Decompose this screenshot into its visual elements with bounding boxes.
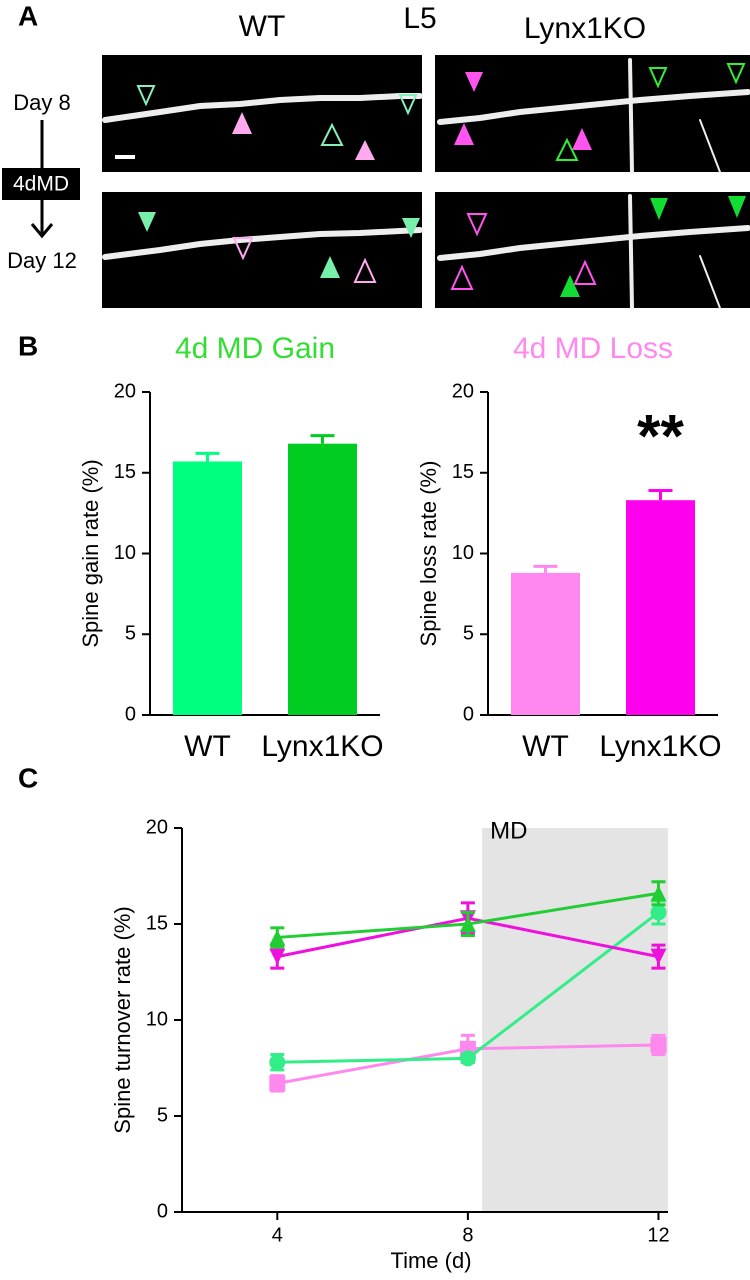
- marker: [269, 948, 286, 965]
- y-axis-label: Spine loss rate (%): [416, 461, 441, 647]
- bar: [511, 572, 580, 715]
- x-tick-label: 12: [647, 1224, 669, 1246]
- bar: [626, 500, 695, 715]
- treatment-label: 4dMD: [13, 173, 69, 196]
- bar: [173, 461, 242, 715]
- treatment-box: [2, 168, 80, 200]
- image: [435, 55, 750, 172]
- micrographs: [2, 55, 750, 310]
- y-tick-label: 0: [157, 1200, 168, 1222]
- marker: [269, 929, 286, 946]
- panel-label: C: [18, 762, 38, 793]
- y-tick-label: 15: [146, 912, 168, 934]
- x-tick-label: WT: [184, 730, 231, 763]
- marker: [269, 1075, 286, 1092]
- arrow-head: [30, 223, 54, 239]
- x-tick-label: 8: [462, 1224, 473, 1246]
- column-label: WT: [239, 10, 286, 43]
- column-label: Lynx1KO: [524, 12, 646, 45]
- dendrites: [102, 58, 750, 310]
- shade-label: MD: [490, 817, 527, 844]
- y-tick-label: 20: [146, 816, 168, 838]
- chart-title: 4d MD Loss: [513, 332, 673, 365]
- panel-label: B: [18, 330, 38, 361]
- layer-label: L5: [403, 2, 436, 35]
- marker: [650, 904, 667, 921]
- y-tick-label: 15: [452, 461, 474, 483]
- y-tick-label: 0: [125, 703, 136, 725]
- y-tick-label: 5: [157, 1104, 168, 1126]
- x-tick-label: Lynx1KO: [599, 730, 721, 763]
- y-tick-label: 10: [146, 1008, 168, 1030]
- shaded-region: [482, 828, 668, 1212]
- row-label: Day 8: [13, 90, 70, 115]
- x-tick-label: 4: [272, 1224, 283, 1246]
- chart-title: 4d MD Gain: [175, 332, 335, 365]
- y-tick-label: 10: [114, 542, 136, 564]
- y-tick-label: 15: [114, 461, 136, 483]
- marker: [459, 1050, 476, 1067]
- marker: [650, 885, 667, 902]
- y-axis-label: Spine gain rate (%): [78, 459, 103, 647]
- y-tick-label: 5: [125, 623, 136, 645]
- y-axis-label: Spine turnover rate (%): [110, 906, 135, 1133]
- spine-markers: [136, 63, 746, 297]
- row-label: Day 12: [7, 248, 77, 273]
- marker: [269, 1054, 286, 1071]
- x-tick-label: WT: [522, 730, 569, 763]
- marker: [650, 948, 667, 965]
- significance: **: [637, 402, 684, 469]
- bar: [288, 443, 357, 715]
- x-axis-label: Time (d): [390, 1248, 471, 1273]
- x-tick-label: Lynx1KO: [261, 730, 383, 763]
- marker: [459, 916, 476, 932]
- y-tick-label: 20: [114, 380, 136, 402]
- y-tick-label: 10: [452, 542, 474, 564]
- y-tick-label: 5: [463, 623, 474, 645]
- image: [435, 192, 750, 308]
- y-tick-label: 20: [452, 380, 474, 402]
- marker: [650, 1036, 667, 1053]
- panel-label: A: [18, 0, 38, 31]
- y-tick-label: 0: [463, 703, 474, 725]
